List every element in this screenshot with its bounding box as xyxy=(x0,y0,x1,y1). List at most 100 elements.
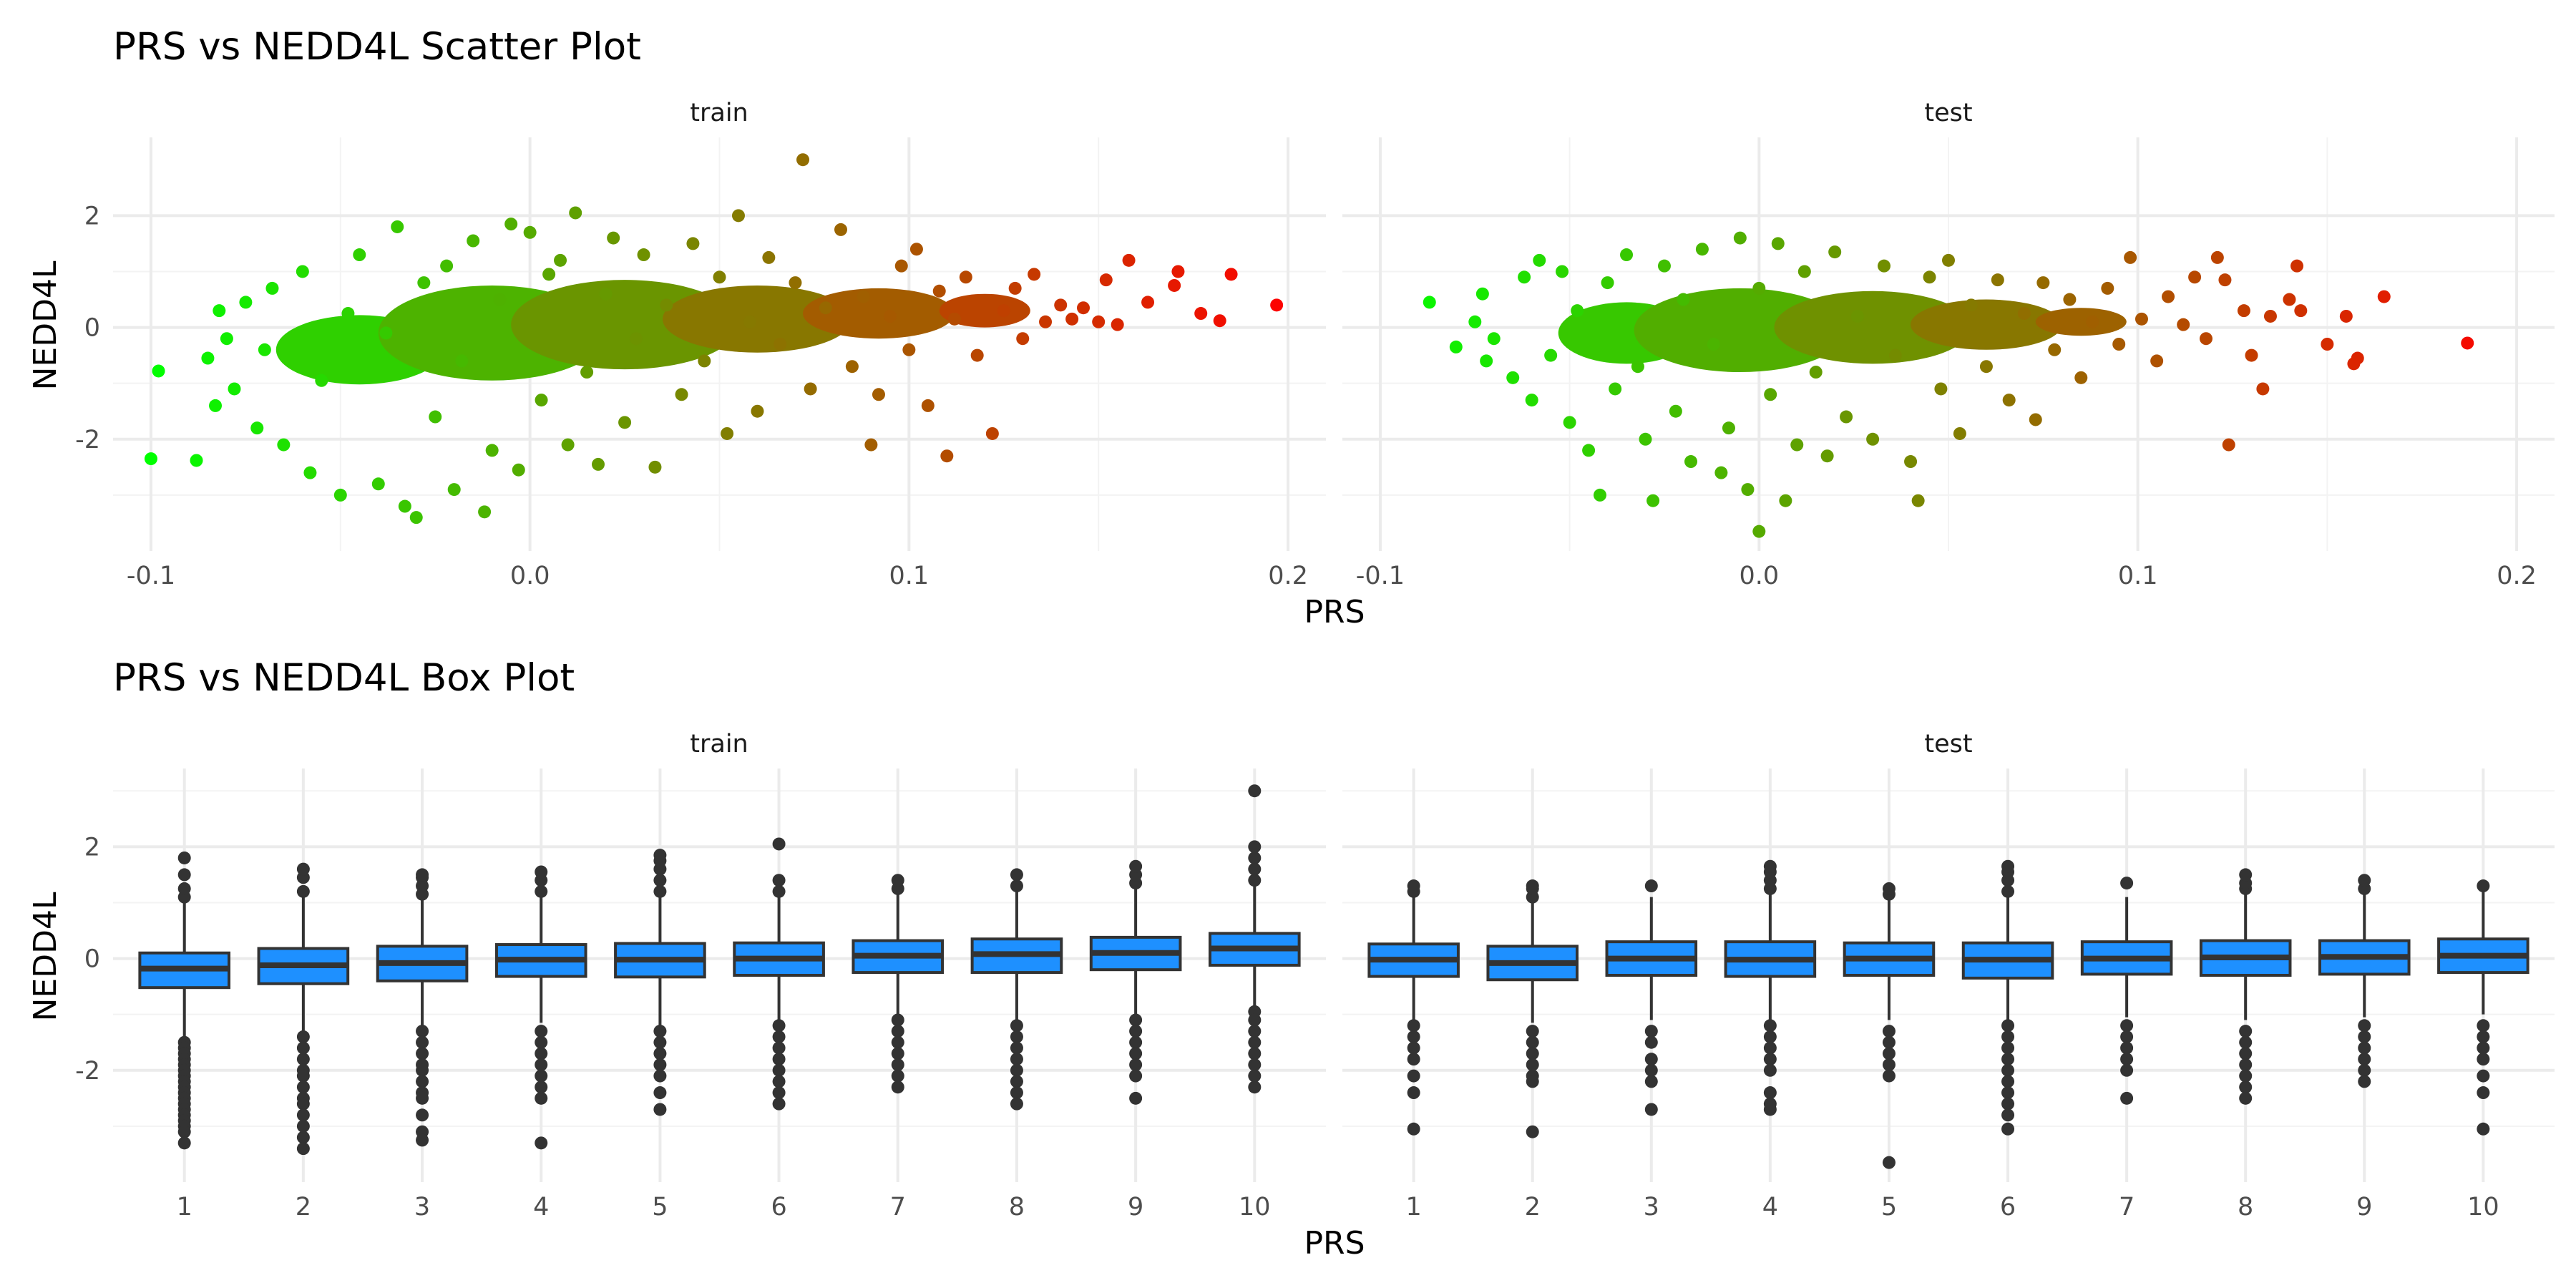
scatter-point xyxy=(523,225,537,239)
scatter-point xyxy=(1016,332,1030,346)
box-outlier xyxy=(2239,868,2253,882)
box-outlier xyxy=(2358,1053,2371,1066)
scatter-point xyxy=(2150,354,2164,368)
scatter-point xyxy=(2199,332,2212,346)
scatter-point xyxy=(1563,416,1576,429)
scatter-panel-train: -0.1 0.0 0.1 0.2 -2 0 2 xyxy=(75,137,1326,590)
x-tick-label: 5 xyxy=(652,1193,668,1221)
scatter-point xyxy=(258,343,271,356)
box-9 xyxy=(2318,874,2411,1088)
box-2 xyxy=(257,862,350,1156)
scatter-point xyxy=(1888,348,1902,362)
x-tick-label: 9 xyxy=(1128,1193,1143,1221)
scatter-point xyxy=(391,220,404,233)
box-outlier xyxy=(1407,1019,1420,1033)
scatter-point xyxy=(2017,307,2031,321)
scatter-point xyxy=(239,296,253,309)
scatter-point xyxy=(675,388,688,401)
scatter-point xyxy=(250,421,264,435)
scatter-panel-test: -0.1 0.0 0.1 0.2 xyxy=(1342,137,2555,590)
box-outlier xyxy=(653,1058,667,1071)
box-outlier xyxy=(2001,1097,2015,1111)
scatter-point xyxy=(1270,298,1284,312)
x-tick-label: 2 xyxy=(296,1193,311,1221)
scatter-point xyxy=(341,307,355,321)
scatter-point xyxy=(629,332,643,346)
scatter-point xyxy=(1639,432,1652,446)
scatter-point xyxy=(2029,413,2042,426)
box-outlier xyxy=(1010,1019,1023,1033)
box-outlier xyxy=(1010,879,1023,893)
box-outlier xyxy=(177,882,191,895)
scatter-point xyxy=(845,360,859,374)
scatter-point xyxy=(296,265,309,278)
box-6 xyxy=(733,837,825,1111)
box-outlier xyxy=(1882,1156,1896,1169)
scatter-point xyxy=(333,488,347,502)
y-tick-label: -2 xyxy=(75,1057,100,1085)
x-tick-label: 5 xyxy=(1881,1193,1897,1221)
x-tick-label: 1 xyxy=(1406,1193,1422,1221)
scatter-point xyxy=(1779,494,1792,507)
box-outlier xyxy=(535,884,548,898)
y-tick-label: 2 xyxy=(84,202,100,230)
box-outlier xyxy=(2239,1069,2253,1083)
box-outlier xyxy=(891,1025,904,1038)
box-outlier xyxy=(2358,874,2371,887)
scatter-point xyxy=(804,382,817,396)
x-tick-label: 4 xyxy=(533,1193,549,1221)
box-outlier xyxy=(2358,1030,2371,1043)
scatter-point xyxy=(190,454,203,467)
scatter-point xyxy=(698,354,711,368)
scatter-point xyxy=(909,243,923,256)
scatter-point xyxy=(209,399,223,412)
scatter-point xyxy=(1168,278,1181,292)
box-outlier xyxy=(2120,1091,2134,1105)
scatter-point xyxy=(1677,293,1690,306)
box-outlier xyxy=(653,884,667,898)
scatter-point xyxy=(429,410,442,424)
box-strip-test: test xyxy=(1924,730,1972,758)
box-outlier xyxy=(1407,1053,1420,1066)
box-outlier xyxy=(1644,879,1658,893)
box-outlier xyxy=(1248,1013,1262,1027)
box-outlier xyxy=(653,1047,667,1060)
scatter-point xyxy=(1039,315,1053,328)
box-outlier xyxy=(2239,1025,2253,1038)
box-outlier xyxy=(2239,1047,2253,1060)
x-tick-label: 6 xyxy=(771,1193,786,1221)
scatter-point xyxy=(2339,309,2353,323)
box-outlier xyxy=(416,1063,429,1077)
box-outlier xyxy=(2239,1091,2253,1105)
box-outlier xyxy=(2001,1075,2015,1088)
scatter-point-cloud xyxy=(1774,291,1971,364)
scatter-point xyxy=(467,234,480,248)
scatter-point xyxy=(1684,455,1698,469)
box-x-axis-title: PRS xyxy=(1304,1225,1365,1262)
box-outlier xyxy=(772,874,786,887)
scatter-point xyxy=(834,223,847,236)
box-outlier xyxy=(891,1035,904,1049)
scatter-point xyxy=(1122,253,1136,267)
box-panel-test: 1 2 3 4 5 6 7 8 9 10 xyxy=(1342,769,2555,1221)
box-outlier xyxy=(2001,884,2015,898)
scatter-y-axis-title: NEDD4L xyxy=(27,260,64,390)
scatter-point xyxy=(315,374,328,387)
x-tick-label: 8 xyxy=(1009,1193,1025,1221)
scatter-point xyxy=(1669,404,1682,418)
scatter-point xyxy=(1722,421,1735,435)
box-outlier xyxy=(772,1053,786,1066)
scatter-point xyxy=(2218,273,2232,287)
box-outlier xyxy=(296,1097,310,1111)
box-outlier xyxy=(416,1133,429,1147)
box-outlier xyxy=(1129,1069,1143,1083)
scatter-point xyxy=(1878,259,1891,273)
box-outlier xyxy=(1644,1103,1658,1116)
box-outlier xyxy=(2477,1041,2490,1055)
box-outlier xyxy=(177,1125,191,1138)
scatter-point xyxy=(1741,483,1755,497)
box-outlier xyxy=(1248,874,1262,887)
scatter-point xyxy=(1911,494,1925,507)
scatter-point xyxy=(1764,388,1777,401)
box-outlier xyxy=(1644,1075,1658,1088)
